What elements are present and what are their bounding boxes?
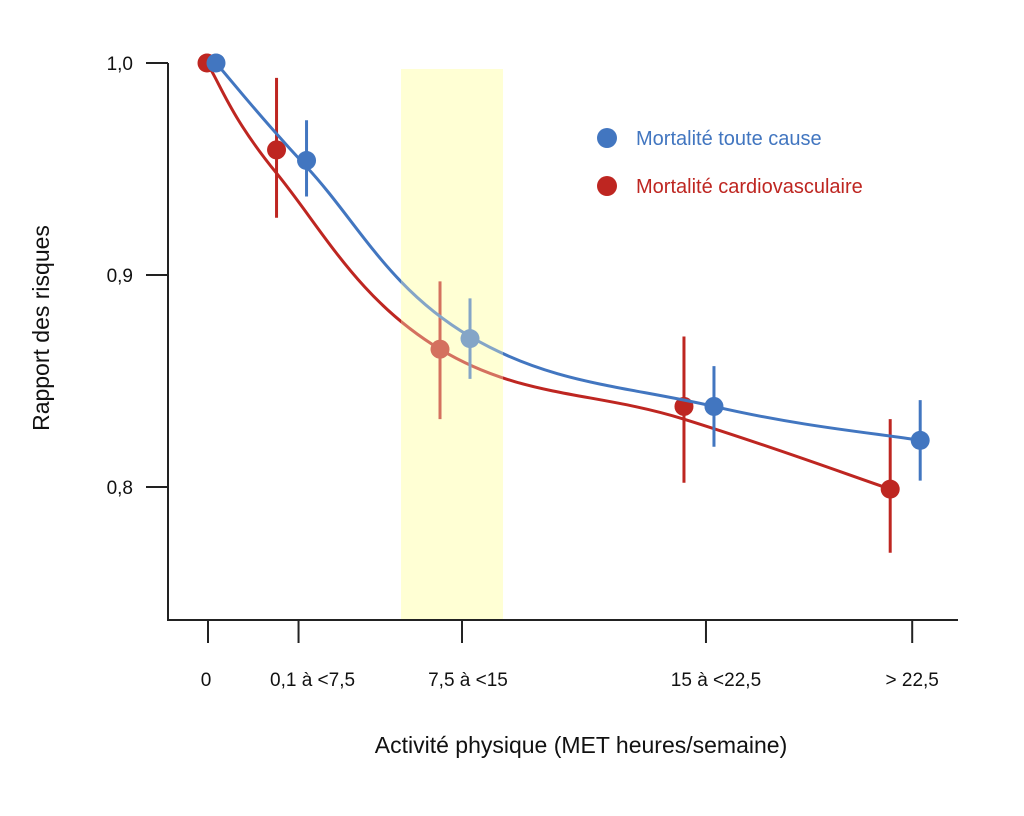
legend-label-all-cause: Mortalité toute cause bbox=[636, 128, 822, 150]
x-tick-label: 0,1 à <7,5 bbox=[270, 670, 355, 691]
legend: Mortalité toute cause Mortalité cardiova… bbox=[597, 128, 863, 198]
y-tick-label: 0,8 bbox=[107, 478, 133, 499]
data-point bbox=[297, 151, 317, 171]
series-cardiovascular bbox=[197, 53, 900, 553]
series-layer bbox=[197, 53, 930, 553]
data-point bbox=[704, 396, 724, 416]
x-tick-label: > 22,5 bbox=[886, 670, 939, 691]
series-all-cause bbox=[206, 53, 930, 481]
x-tick-label: 0 bbox=[201, 670, 212, 691]
legend-marker-cardiovascular bbox=[597, 176, 617, 196]
legend-marker-all-cause bbox=[597, 128, 617, 148]
data-point bbox=[267, 140, 287, 160]
x-tick-label: 7,5 à <15 bbox=[428, 670, 508, 691]
y-ticks: 1,0 0,9 0,8 bbox=[107, 54, 168, 499]
data-point bbox=[910, 430, 930, 450]
x-tick-label: 15 à <22,5 bbox=[671, 670, 761, 691]
x-axis-title: Activité physique (MET heures/semaine) bbox=[375, 732, 787, 758]
band-overlay-layer bbox=[401, 69, 504, 620]
series-curve bbox=[205, 62, 891, 491]
legend-item-all-cause: Mortalité toute cause bbox=[597, 128, 822, 150]
y-axis-title: Rapport des risques bbox=[28, 225, 54, 431]
y-tick-label: 0,9 bbox=[107, 266, 133, 287]
highlight-band-overlay bbox=[401, 69, 504, 620]
data-point bbox=[880, 479, 900, 499]
legend-item-cardiovascular: Mortalité cardiovasculaire bbox=[597, 176, 863, 198]
x-ticks: 0 0,1 à <7,5 7,5 à <15 15 à <22,5 > 22,5 bbox=[201, 620, 939, 691]
legend-label-cardiovascular: Mortalité cardiovasculaire bbox=[636, 176, 863, 198]
data-point bbox=[206, 53, 226, 73]
series-curve bbox=[214, 62, 921, 442]
data-point bbox=[430, 339, 450, 359]
data-point bbox=[460, 329, 480, 349]
y-tick-label: 1,0 bbox=[107, 54, 133, 75]
